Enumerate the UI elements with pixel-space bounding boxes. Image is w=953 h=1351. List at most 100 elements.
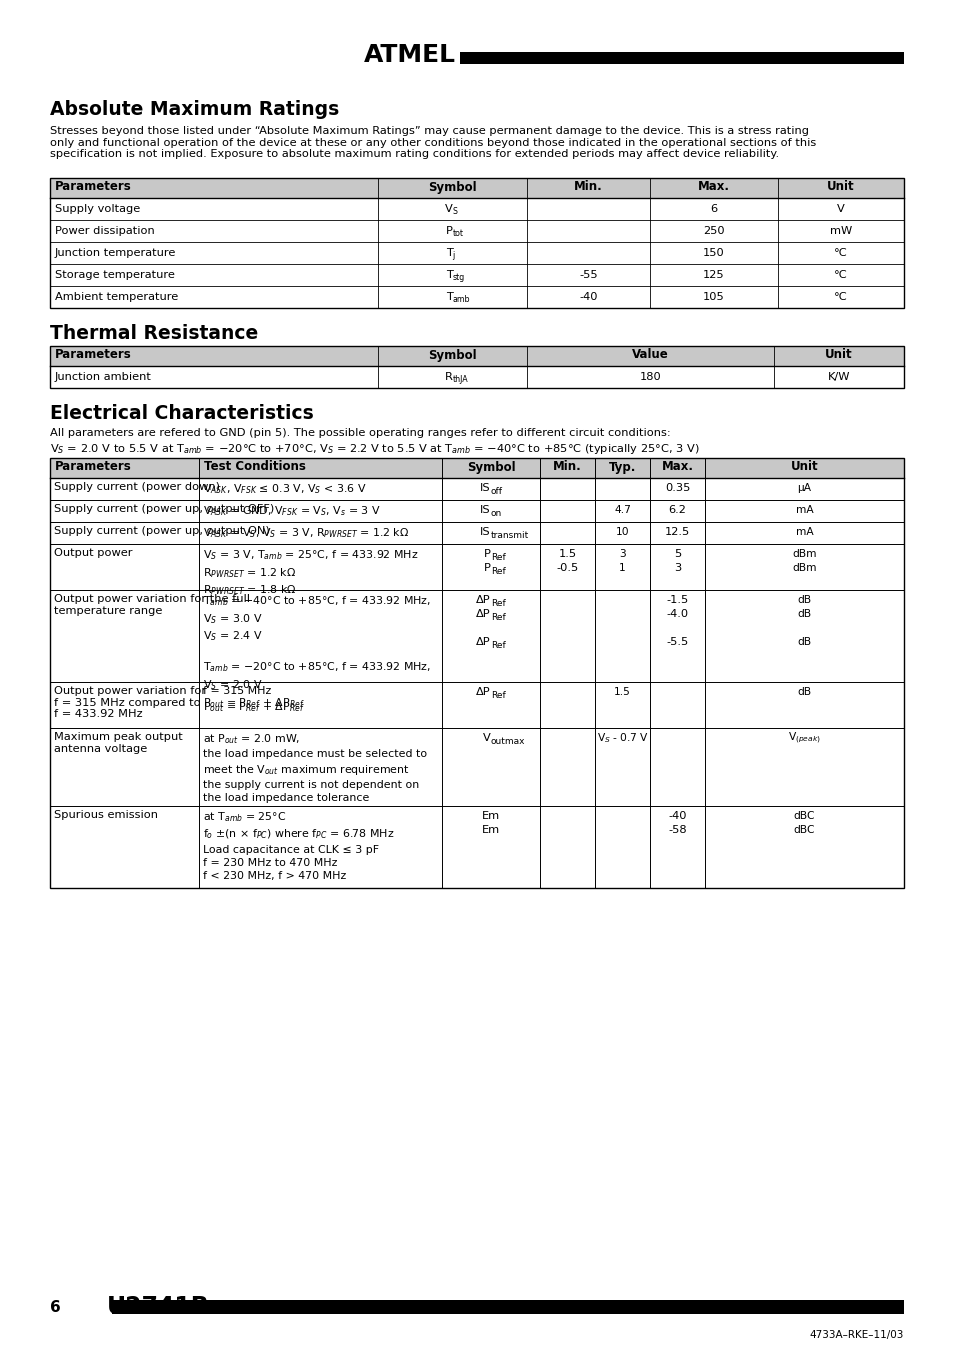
- Text: j: j: [452, 251, 455, 261]
- Text: -40: -40: [667, 811, 686, 821]
- Bar: [50, 346, 903, 388]
- Text: Maximum peak output
antenna voltage: Maximum peak output antenna voltage: [54, 732, 183, 754]
- Text: Spurious emission: Spurious emission: [54, 811, 158, 820]
- Text: ΔP: ΔP: [476, 638, 491, 647]
- Text: at T$_{amb}$ = 25°C
f$_o$ ±(n × f$_{PC}$) where f$_{PC}$ = 6.78 MHz
Load capacit: at T$_{amb}$ = 25°C f$_o$ ±(n × f$_{PC}$…: [203, 811, 394, 881]
- Text: transmit: transmit: [491, 531, 529, 539]
- Text: 6: 6: [50, 1300, 61, 1315]
- Text: R: R: [444, 372, 452, 382]
- Text: mW: mW: [829, 226, 851, 236]
- Text: Storage temperature: Storage temperature: [55, 270, 174, 280]
- Text: amb: amb: [452, 296, 470, 304]
- Text: 1.5: 1.5: [614, 688, 630, 697]
- Text: -0.5: -0.5: [556, 563, 578, 573]
- Bar: [50, 458, 903, 888]
- Text: °C: °C: [833, 292, 847, 303]
- Text: Parameters: Parameters: [55, 349, 132, 362]
- Text: -40: -40: [578, 292, 598, 303]
- Text: Ref: Ref: [491, 553, 505, 562]
- Text: V$_S$ - 0.7 V: V$_S$ - 0.7 V: [596, 731, 648, 744]
- Text: dB: dB: [797, 594, 811, 605]
- Bar: [50, 178, 903, 199]
- Text: 5: 5: [673, 549, 680, 559]
- Text: dBm: dBm: [791, 563, 816, 573]
- Text: S: S: [452, 208, 457, 216]
- Text: on: on: [491, 508, 501, 517]
- Text: mA: mA: [795, 505, 813, 515]
- Text: 6.2: 6.2: [668, 505, 686, 515]
- Text: 1.5: 1.5: [558, 549, 576, 559]
- Text: 3: 3: [673, 563, 680, 573]
- Text: V: V: [444, 204, 452, 213]
- Text: V: V: [836, 204, 844, 213]
- Text: 1: 1: [618, 563, 625, 573]
- Text: Em: Em: [481, 811, 499, 821]
- Text: V$_{ASK}$ = GND, V$_{FSK}$ = V$_S$, V$_s$ = 3 V: V$_{ASK}$ = GND, V$_{FSK}$ = V$_S$, V$_s…: [203, 504, 380, 517]
- Text: P: P: [483, 563, 491, 573]
- Text: 10: 10: [615, 527, 629, 536]
- Text: -1.5: -1.5: [666, 594, 688, 605]
- Text: ΔP: ΔP: [476, 688, 491, 697]
- Text: Max.: Max.: [698, 181, 729, 193]
- Text: Output power variation for the full
temperature range: Output power variation for the full temp…: [54, 594, 250, 616]
- Text: Supply current (power up, output OFF): Supply current (power up, output OFF): [54, 504, 274, 513]
- Text: tot: tot: [452, 230, 463, 239]
- Text: IS: IS: [480, 527, 491, 536]
- Text: f = 315 MHz
P$_{out}$ = P$_{Ref}$ + ΔP$_{Ref}$: f = 315 MHz P$_{out}$ = P$_{Ref}$ + ΔP$_…: [203, 686, 305, 713]
- Text: dB: dB: [797, 688, 811, 697]
- Text: All parameters are refered to GND (pin 5). The possible operating ranges refer t: All parameters are refered to GND (pin 5…: [50, 428, 670, 438]
- Text: V$_S$ = 2.0 V to 5.5 V at T$_{amb}$ = −20°C to +70°C, V$_S$ = 2.2 V to 5.5 V at : V$_S$ = 2.0 V to 5.5 V at T$_{amb}$ = −2…: [50, 442, 699, 457]
- Text: outmax: outmax: [491, 736, 525, 746]
- Text: Stresses beyond those listed under “Absolute Maximum Ratings” may cause permanen: Stresses beyond those listed under “Abso…: [50, 126, 816, 159]
- Text: Junction ambient: Junction ambient: [55, 372, 152, 382]
- Text: P: P: [445, 226, 452, 236]
- Text: Unit: Unit: [826, 181, 854, 193]
- Text: °C: °C: [833, 270, 847, 280]
- Bar: [50, 458, 903, 478]
- Text: Test Conditions: Test Conditions: [204, 461, 306, 473]
- Text: 4.7: 4.7: [614, 505, 630, 515]
- Text: Ref: Ref: [491, 612, 505, 621]
- Text: T$_{amb}$ = −40°C to +85°C, f = 433.92 MHz,
V$_S$ = 3.0 V
V$_S$ = 2.4 V

T$_{amb: T$_{amb}$ = −40°C to +85°C, f = 433.92 M…: [203, 594, 431, 711]
- Text: dBm: dBm: [791, 549, 816, 559]
- Text: V$_{(peak)}$: V$_{(peak)}$: [787, 731, 820, 746]
- Text: -4.0: -4.0: [666, 609, 688, 619]
- Text: ΔP: ΔP: [476, 594, 491, 605]
- Text: thJA: thJA: [452, 376, 468, 385]
- Text: Supply voltage: Supply voltage: [55, 204, 140, 213]
- Text: dBC: dBC: [793, 825, 815, 835]
- Text: P: P: [483, 549, 491, 559]
- Text: 150: 150: [702, 249, 724, 258]
- Text: Typ.: Typ.: [608, 461, 636, 473]
- Text: at P$_{out}$ = 2.0 mW,
the load impedance must be selected to
meet the V$_{out}$: at P$_{out}$ = 2.0 mW, the load impedanc…: [203, 732, 427, 804]
- Text: Unit: Unit: [790, 461, 818, 473]
- Text: °C: °C: [833, 249, 847, 258]
- Text: U2741B: U2741B: [107, 1296, 210, 1319]
- Text: Absolute Maximum Ratings: Absolute Maximum Ratings: [50, 100, 339, 119]
- Bar: [112, 1300, 903, 1315]
- Text: 12.5: 12.5: [664, 527, 689, 536]
- Text: Max.: Max.: [660, 461, 693, 473]
- Text: V$_{ASK}$ = V$_S$, V$_S$ = 3 V, R$_{PWRSET}$ = 1.2 kΩ: V$_{ASK}$ = V$_S$, V$_S$ = 3 V, R$_{PWRS…: [203, 526, 409, 540]
- Text: Min.: Min.: [574, 181, 602, 193]
- Text: 250: 250: [702, 226, 724, 236]
- Text: Ref: Ref: [491, 640, 505, 650]
- Text: V$_{ASK}$, V$_{FSK}$ ≤ 0.3 V, V$_S$ < 3.6 V: V$_{ASK}$, V$_{FSK}$ ≤ 0.3 V, V$_S$ < 3.…: [203, 482, 366, 496]
- Text: IS: IS: [480, 484, 491, 493]
- Text: 105: 105: [702, 292, 724, 303]
- Bar: [459, 51, 903, 63]
- Text: V: V: [483, 734, 491, 743]
- Text: Symbol: Symbol: [466, 461, 515, 473]
- Text: 0.35: 0.35: [664, 484, 689, 493]
- Text: IS: IS: [480, 505, 491, 515]
- Text: stg: stg: [452, 273, 464, 282]
- Text: dBC: dBC: [793, 811, 815, 821]
- Text: μA: μA: [797, 484, 811, 493]
- Text: Ref: Ref: [491, 566, 505, 576]
- Text: Symbol: Symbol: [428, 349, 476, 362]
- Text: T: T: [445, 270, 452, 280]
- Text: dB: dB: [797, 609, 811, 619]
- Bar: [50, 178, 903, 308]
- Text: K/W: K/W: [827, 372, 849, 382]
- Text: Power dissipation: Power dissipation: [55, 226, 154, 236]
